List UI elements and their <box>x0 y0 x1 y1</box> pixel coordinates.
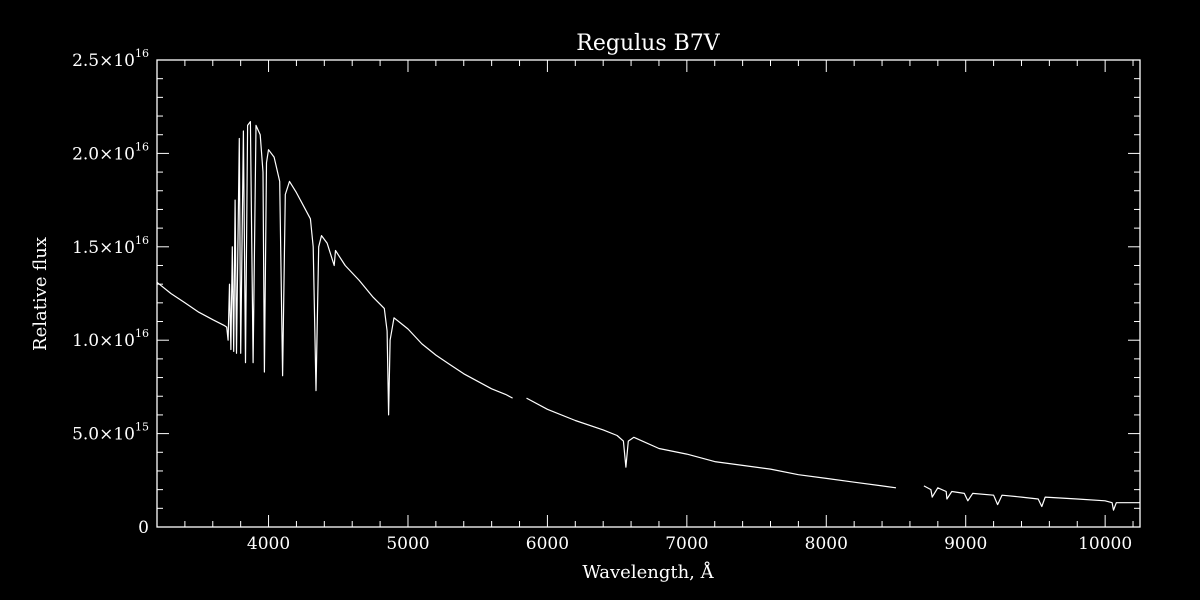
x-tick-label: 5000 <box>386 534 429 554</box>
x-axis-label: Wavelength, Å <box>582 561 714 583</box>
x-tick-label: 8000 <box>805 534 848 554</box>
x-tick-label: 4000 <box>247 534 290 554</box>
spectrum-line <box>156 121 513 416</box>
x-tick-label: 10000 <box>1078 534 1132 554</box>
y-tick-label: 0 <box>138 518 149 538</box>
spectrum-line <box>923 485 1140 511</box>
plot-area <box>156 59 1141 528</box>
plot-frame <box>156 59 1141 528</box>
y-tick-label: 2.5×1016 <box>72 47 149 71</box>
y-tick-label: 1.5×1016 <box>72 234 149 258</box>
x-tick-label: 6000 <box>526 534 569 554</box>
spectrum-line <box>526 397 897 489</box>
y-tick-label: 5.0×1015 <box>72 421 149 445</box>
x-tick-label: 7000 <box>665 534 708 554</box>
x-tick-label: 9000 <box>944 534 987 554</box>
y-tick-label: 2.0×1016 <box>72 140 149 164</box>
axis-ticks: 4000 5000 6000 7000 8000 9000 10000 0 5.0×1015 1.… <box>72 47 1140 554</box>
y-tick-label: 1.0×1016 <box>72 327 149 351</box>
chart-title: Regulus B7V <box>576 31 720 56</box>
y-axis-label: Relative flux <box>30 237 51 351</box>
